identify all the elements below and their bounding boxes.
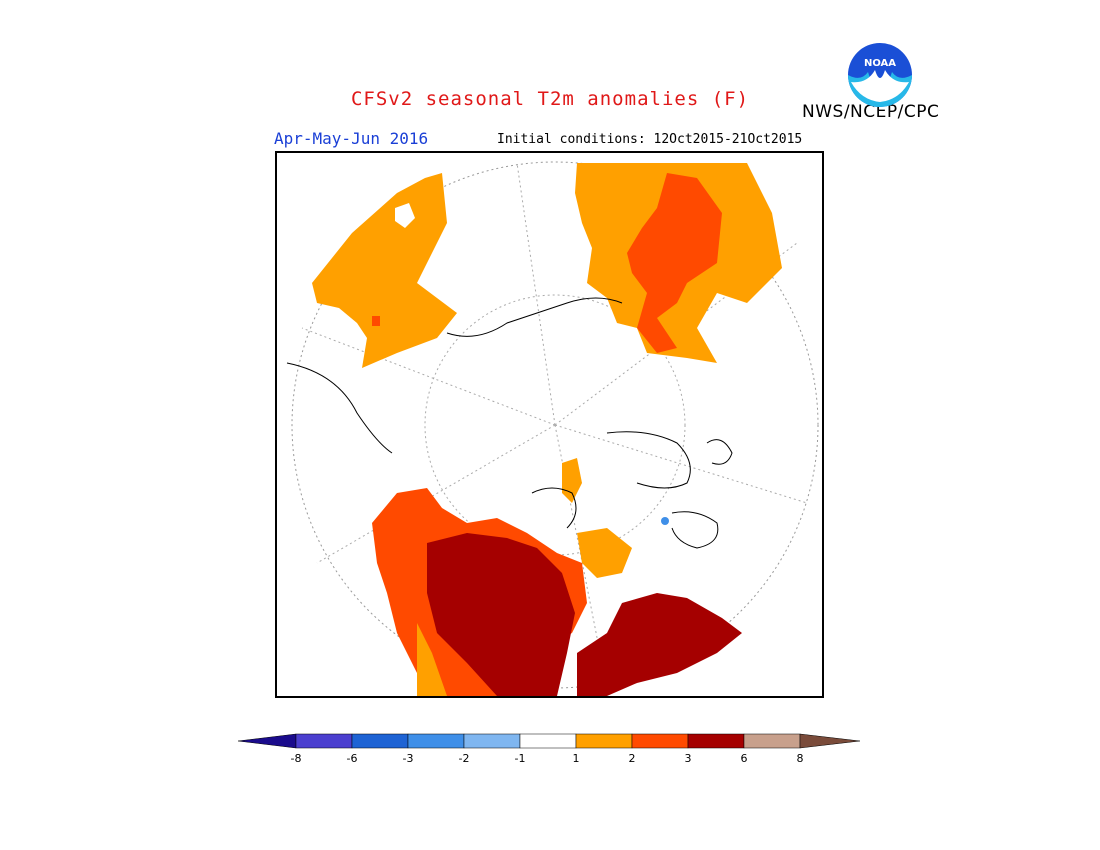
colorbar-neg2-neg1 <box>463 733 521 749</box>
colorbar-neg3-neg2 <box>407 733 465 749</box>
coastlines <box>286 297 733 549</box>
polar-map <box>286 161 819 696</box>
colorbar-neg1-1 <box>519 733 577 749</box>
anomaly-spot-neg2to1 <box>661 517 669 525</box>
map-frame <box>275 151 824 698</box>
colorbar-lt-neg8 <box>238 733 297 749</box>
colorbar-tick-label: 8 <box>796 752 804 765</box>
colorbar-tick-label: -6 <box>346 752 358 765</box>
anomaly-region-asia-2to3 <box>627 173 722 353</box>
colorbar-tick-label: 6 <box>740 752 748 765</box>
colorbar-tick-label: 1 <box>572 752 580 765</box>
anomaly-region-namerica-1to2 <box>417 623 447 696</box>
map-title: CFSv2 seasonal T2m anomalies (F) <box>350 88 750 110</box>
anomaly-region-europe-white-hole <box>395 203 415 228</box>
colorbar-tick-label: 2 <box>628 752 636 765</box>
colorbar <box>238 733 861 749</box>
agency-label: NWS/NCEP/CPC <box>802 102 940 122</box>
anomaly-region-europe-1to2 <box>312 173 457 368</box>
noaa-logo-text: NOAA <box>864 58 896 69</box>
colorbar-3-6 <box>687 733 745 749</box>
colorbar-2-3 <box>631 733 689 749</box>
initial-conditions: Initial conditions: 12Oct2015-21Oct2015 <box>497 132 803 147</box>
anomaly-spot-2to3 <box>372 316 380 326</box>
colorbar-6-8 <box>743 733 801 749</box>
colorbar-tick-label: -3 <box>402 752 414 765</box>
anomaly-region-canada-3to6 <box>577 593 742 696</box>
anomaly-region-namerica-3to6 <box>427 533 575 696</box>
colorbar-tick-label: -8 <box>290 752 302 765</box>
hemisphere-boundary <box>291 161 819 689</box>
colorbar-neg8-neg6 <box>295 733 353 749</box>
colorbar-tick-label: -1 <box>514 752 526 765</box>
latitude-circle <box>424 294 686 556</box>
colorbar-gt-8 <box>799 733 861 749</box>
colorbar-1-2 <box>575 733 633 749</box>
colorbar-tick-label: -2 <box>458 752 470 765</box>
colorbar-tick-label: 3 <box>684 752 692 765</box>
anomaly-region-arctic-1to2 <box>577 528 632 578</box>
colorbar-neg6-neg3 <box>351 733 409 749</box>
noaa-logo: NOAA <box>848 43 912 107</box>
anomaly-region-arctic-small <box>562 458 582 503</box>
forecast-period: Apr-May-Jun 2016 <box>274 129 429 148</box>
